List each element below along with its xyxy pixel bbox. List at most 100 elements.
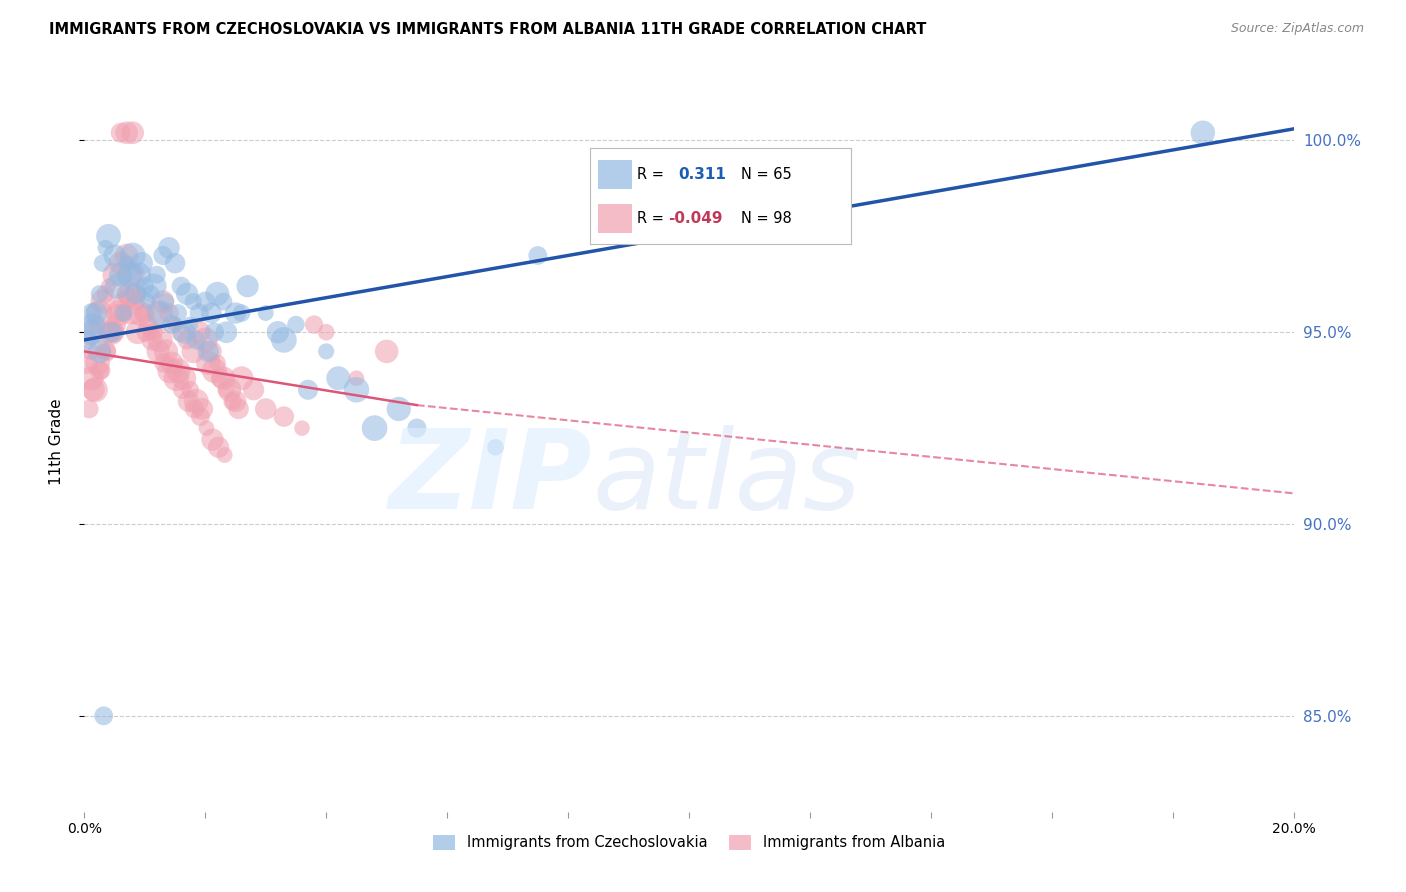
Point [231,306,253,320]
Text: -0.049: -0.049 [668,211,723,226]
Point [84,383,107,397]
Point [86,306,108,320]
Point [146,268,169,282]
Point [86,356,108,370]
Point [108,306,131,320]
Point [110,268,132,282]
Point [172,383,194,397]
Text: N = 98: N = 98 [741,211,792,226]
Point [107,306,129,320]
Y-axis label: 11th Grade: 11th Grade [49,398,63,485]
Point [179,318,201,332]
Point [100,325,122,339]
Point [202,363,225,377]
Point [139,286,162,301]
Point [110,256,132,270]
Point [165,371,187,385]
Point [89,363,111,377]
Legend: Immigrants from Czechoslovakia, Immigrants from Albania: Immigrants from Czechoslovakia, Immigran… [427,830,950,856]
Point [103,325,125,339]
Point [346,383,368,397]
Point [186,333,208,347]
Point [170,279,193,293]
Point [363,421,385,435]
Point [191,401,214,416]
Point [315,325,337,339]
Point [186,394,208,409]
Point [135,325,157,339]
Text: Source: ZipAtlas.com: Source: ZipAtlas.com [1230,22,1364,36]
Point [104,268,127,282]
Point [152,294,174,309]
Point [297,383,319,397]
Point [97,279,120,293]
Point [82,318,104,332]
Point [160,356,183,370]
Point [117,294,139,309]
Point [100,325,122,339]
Point [107,279,129,293]
Point [139,325,162,339]
Point [231,371,253,385]
Point [165,318,187,332]
Point [141,333,163,347]
Point [89,306,111,320]
Point [115,248,138,262]
Point [76,356,98,370]
Point [80,306,103,320]
Point [112,294,135,309]
Point [77,401,100,416]
Point [291,421,314,435]
Point [128,268,150,282]
Point [118,286,141,301]
Point [160,318,183,332]
Point [388,401,411,416]
Point [1192,126,1215,140]
Point [207,356,229,370]
Point [114,286,136,301]
Point [112,306,135,320]
Point [89,344,111,359]
Point [97,229,120,244]
Point [136,318,159,332]
Point [131,306,153,320]
Point [273,333,295,347]
Text: N = 65: N = 65 [741,167,792,182]
Point [165,256,187,270]
Point [82,325,104,339]
Point [190,409,212,424]
Point [80,371,103,385]
Point [179,383,201,397]
Text: R =: R = [637,211,664,226]
Point [188,306,211,320]
Point [346,371,368,385]
Point [315,344,337,359]
Point [176,286,198,301]
Point [127,325,149,339]
Text: R =: R = [637,167,664,182]
Point [197,356,219,370]
Point [91,256,114,270]
Point [121,126,143,140]
Point [254,401,277,416]
Point [173,325,195,339]
Point [79,325,101,339]
Point [93,344,115,359]
Point [484,440,506,454]
Text: IMMIGRANTS FROM CZECHOSLOVAKIA VS IMMIGRANTS FROM ALBANIA 11TH GRADE CORRELATION: IMMIGRANTS FROM CZECHOSLOVAKIA VS IMMIGR… [49,22,927,37]
Point [90,363,112,377]
Point [212,371,235,385]
Point [118,268,141,282]
Point [406,421,429,435]
Point [129,306,152,320]
Point [142,279,165,293]
Point [212,294,235,309]
Point [121,268,143,282]
Point [125,294,148,309]
Point [159,363,181,377]
Point [273,409,295,424]
Point [82,383,104,397]
Point [152,248,174,262]
Point [94,241,117,255]
Point [122,286,145,301]
